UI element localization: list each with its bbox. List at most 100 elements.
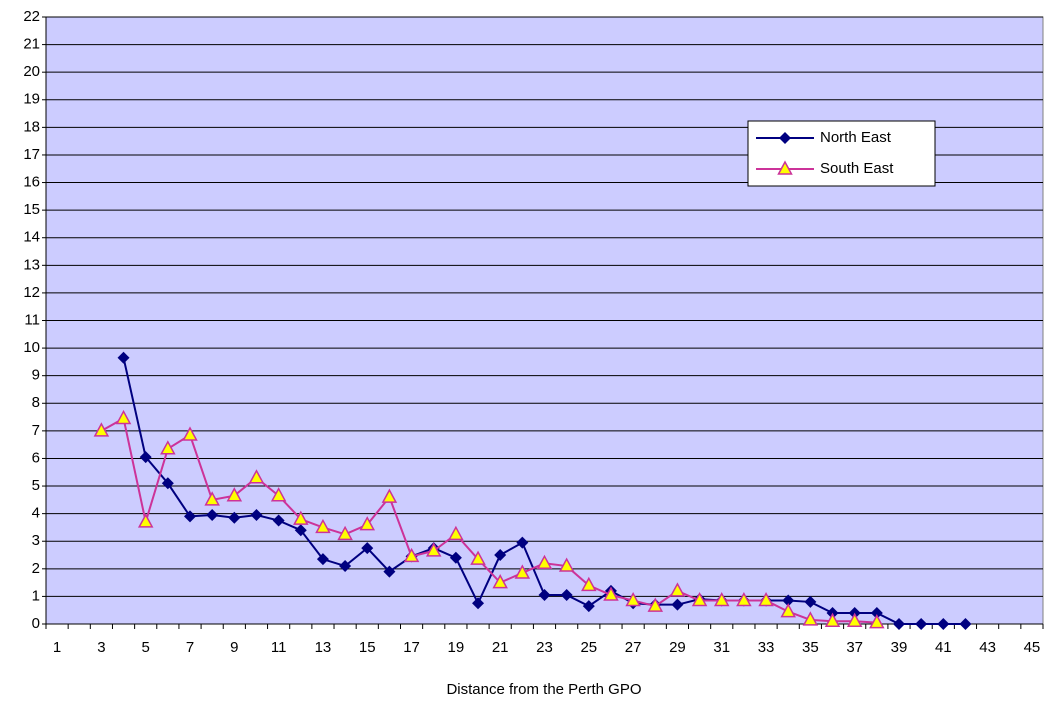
point xyxy=(449,551,462,564)
point xyxy=(516,536,529,549)
point xyxy=(182,426,198,441)
point xyxy=(582,600,595,613)
x-tick-label: 15 xyxy=(359,639,376,656)
point xyxy=(337,525,353,541)
point xyxy=(937,618,950,630)
point xyxy=(538,589,551,602)
point xyxy=(869,614,885,629)
point xyxy=(915,618,928,630)
point xyxy=(870,606,883,619)
y-tick-label: 20 xyxy=(23,63,40,80)
point xyxy=(293,510,309,525)
x-tick-label: 23 xyxy=(536,639,553,656)
y-tick-label: 1 xyxy=(32,587,40,604)
point xyxy=(248,469,265,484)
point xyxy=(625,591,641,607)
point xyxy=(824,612,841,627)
point xyxy=(892,618,905,630)
x-tick-label: 19 xyxy=(448,639,465,656)
x-tick-label: 3 xyxy=(97,639,105,656)
x-tick-label: 11 xyxy=(271,639,287,656)
point xyxy=(139,451,152,464)
point xyxy=(736,591,752,607)
x-axis-label: Distance from the Perth GPO xyxy=(446,681,641,698)
point xyxy=(294,524,307,537)
y-tick-label: 10 xyxy=(23,339,40,356)
point xyxy=(361,542,374,555)
point xyxy=(514,564,531,579)
y-tick-label: 13 xyxy=(23,256,40,273)
point xyxy=(160,440,176,455)
x-tick-label: 21 xyxy=(492,639,509,656)
y-tick-label: 5 xyxy=(32,477,40,494)
legend-marker xyxy=(777,160,793,175)
point xyxy=(204,491,220,506)
x-tick-label: 41 xyxy=(935,639,952,656)
point xyxy=(804,595,817,608)
point xyxy=(959,618,972,630)
point xyxy=(647,597,664,612)
x-tick-label: 39 xyxy=(891,639,908,656)
point xyxy=(184,510,197,523)
y-tick-label: 18 xyxy=(23,118,40,135)
point xyxy=(339,560,352,573)
x-tick-label: 27 xyxy=(625,639,642,656)
point xyxy=(448,525,464,541)
point xyxy=(250,509,263,522)
point xyxy=(206,509,219,522)
point xyxy=(383,565,396,578)
y-tick-label: 22 xyxy=(23,8,40,25)
y-tick-label: 21 xyxy=(23,36,40,53)
y-tick-label: 19 xyxy=(23,91,40,108)
point xyxy=(780,603,796,618)
point xyxy=(494,549,507,562)
point xyxy=(472,597,485,610)
x-tick-label: 5 xyxy=(142,639,150,656)
point xyxy=(846,612,863,627)
point xyxy=(272,514,285,527)
x-tick-label: 33 xyxy=(758,639,775,656)
point xyxy=(782,594,795,607)
point xyxy=(581,576,597,592)
x-tick-label: 1 xyxy=(53,639,61,656)
y-tick-label: 9 xyxy=(32,367,40,384)
x-tick-label: 31 xyxy=(713,639,730,656)
point xyxy=(560,589,573,602)
x-tick-label: 35 xyxy=(802,639,819,656)
point xyxy=(315,518,331,534)
point xyxy=(758,591,774,607)
y-tick-label: 3 xyxy=(32,532,40,549)
point xyxy=(226,487,243,502)
y-tick-label: 2 xyxy=(32,560,40,577)
point xyxy=(603,586,619,601)
x-tick-label: 45 xyxy=(1024,639,1041,656)
y-tick-label: 14 xyxy=(23,229,40,246)
point xyxy=(558,557,575,572)
point xyxy=(93,422,110,437)
point xyxy=(470,550,486,565)
point xyxy=(671,598,684,611)
point xyxy=(161,477,174,490)
y-tick-label: 15 xyxy=(23,201,40,218)
point xyxy=(316,553,329,566)
y-tick-label: 12 xyxy=(23,284,40,301)
x-tick-label: 13 xyxy=(315,639,332,656)
point xyxy=(117,351,130,364)
x-tick-label: 37 xyxy=(846,639,863,656)
y-tick-label: 4 xyxy=(32,505,40,522)
y-tick-label: 17 xyxy=(23,146,40,163)
point xyxy=(403,547,420,563)
point xyxy=(492,574,508,589)
x-tick-label: 25 xyxy=(580,639,597,656)
x-tick-label: 43 xyxy=(979,639,996,656)
point xyxy=(270,487,287,502)
x-tick-label: 9 xyxy=(230,639,238,656)
legend xyxy=(747,120,936,187)
x-tick-label: 7 xyxy=(186,639,194,656)
legend-label: North East xyxy=(820,129,892,146)
y-tick-label: 8 xyxy=(32,394,40,411)
point xyxy=(381,488,398,503)
point xyxy=(669,582,686,597)
y-tick-label: 6 xyxy=(32,449,40,466)
